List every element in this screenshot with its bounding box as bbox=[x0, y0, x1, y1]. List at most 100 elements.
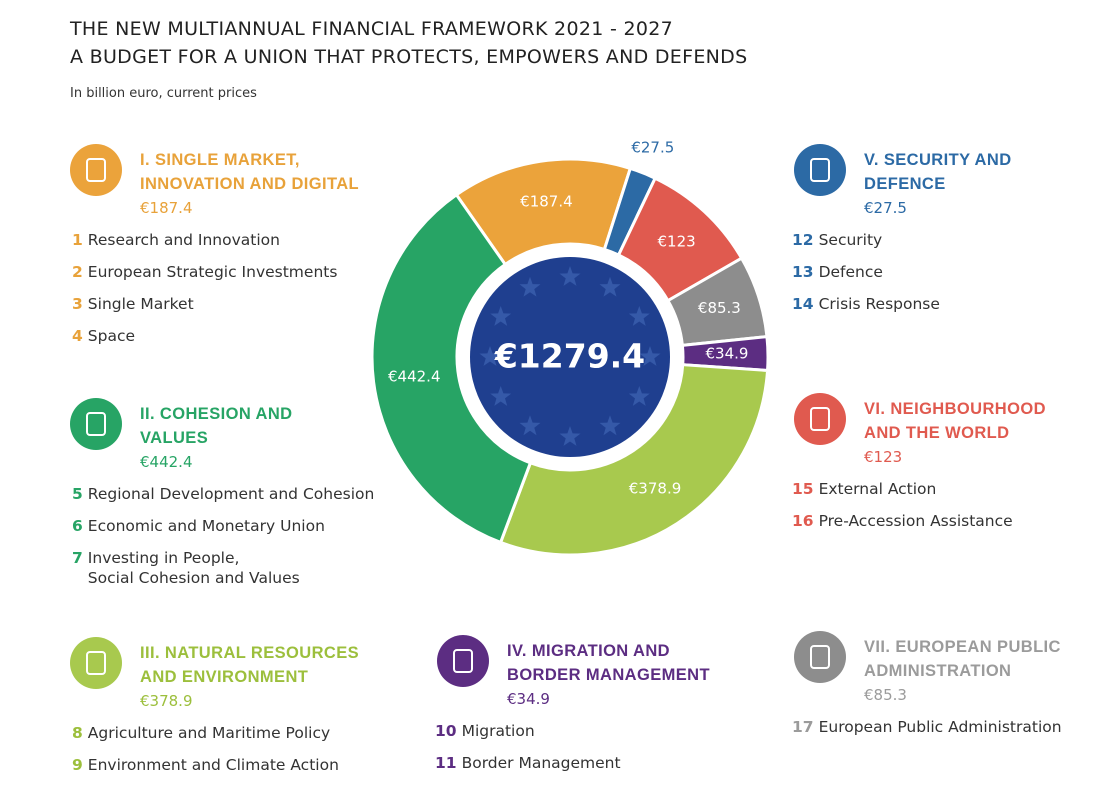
section-icon bbox=[70, 144, 122, 196]
section-heading: I. SINGLE MARKET, INNOVATION AND DIGITAL bbox=[140, 151, 360, 193]
item-label: Space bbox=[87, 327, 136, 345]
list-item: 8 Agriculture and Maritime Policy bbox=[72, 717, 380, 749]
star bbox=[639, 346, 661, 366]
star bbox=[519, 415, 541, 436]
segment-label: €27.5 bbox=[631, 138, 674, 156]
section-heading: VI. NEIGHBOURHOOD AND THE WORLD bbox=[864, 400, 1046, 442]
section-heading: II. COHESION AND VALUES bbox=[140, 405, 293, 447]
item-label: External Action bbox=[818, 480, 937, 498]
item-number: 8 bbox=[72, 724, 83, 742]
list-item: 1 Research and Innovation bbox=[72, 224, 390, 256]
list-item: 2 European Strategic Investments bbox=[72, 256, 390, 288]
segment-label: €34.9 bbox=[705, 345, 748, 363]
item-label: Defence bbox=[818, 263, 883, 281]
section-amount: €123 bbox=[864, 448, 903, 466]
star bbox=[559, 266, 581, 286]
item-label: Research and Innovation bbox=[87, 231, 280, 249]
section-amount: €187.4 bbox=[140, 199, 193, 217]
segment-label: €85.3 bbox=[698, 299, 741, 317]
item-number: 7 bbox=[72, 549, 83, 567]
section-heading: III. NATURAL RESOURCES AND ENVIRONMENT bbox=[140, 644, 360, 686]
section: V. SECURITY AND DEFENCE €27.5 12 Security 13… bbox=[792, 144, 1014, 320]
section-icon bbox=[70, 398, 122, 450]
list-item: 11 Border Management bbox=[435, 747, 732, 779]
segment-label: €187.4 bbox=[520, 192, 573, 210]
item-label: Environment and Climate Action bbox=[87, 756, 339, 774]
section-heading: V. SECURITY AND DEFENCE bbox=[864, 151, 1012, 193]
section-icon bbox=[794, 393, 846, 445]
total-label: €1279.4 bbox=[494, 337, 645, 376]
section-amount: €442.4 bbox=[140, 453, 193, 471]
star bbox=[599, 276, 621, 297]
section: VI. NEIGHBOURHOOD AND THE WORLD €123 15 Ext… bbox=[792, 393, 1064, 537]
star bbox=[628, 306, 650, 326]
item-number: 16 bbox=[792, 512, 814, 530]
item-label: Investing in People, Social Cohesion and … bbox=[88, 542, 300, 588]
title: THE NEW MULTIANNUAL FINANCIAL FRAMEWORK … bbox=[70, 18, 674, 40]
list-item: 9 Environment and Climate Action bbox=[72, 749, 380, 781]
segment-label: €123 bbox=[658, 232, 696, 250]
segment-label: €378.9 bbox=[629, 479, 682, 497]
item-number: 14 bbox=[792, 295, 814, 313]
section: IV. MIGRATION AND BORDER MANAGEMENT €34.9… bbox=[435, 635, 732, 779]
section: III. NATURAL RESOURCES AND ENVIRONMENT €3… bbox=[70, 637, 380, 781]
section-amount: €27.5 bbox=[864, 199, 907, 217]
item-label-line: Investing in People, bbox=[87, 549, 240, 567]
item-number: 6 bbox=[72, 517, 83, 535]
item-label: European Strategic Investments bbox=[87, 263, 338, 281]
subtitle: A BUDGET FOR A UNION THAT PROTECTS, EMPO… bbox=[70, 46, 748, 68]
list-item: 17 European Public Administration bbox=[792, 711, 1079, 743]
item-number: 3 bbox=[72, 295, 83, 313]
section-icon bbox=[794, 631, 846, 683]
list-item: 6 Economic and Monetary Union bbox=[72, 510, 374, 542]
donut-segment bbox=[498, 363, 770, 557]
list-item: 5 Regional Development and Cohesion bbox=[72, 478, 374, 510]
item-label: Agriculture and Maritime Policy bbox=[87, 724, 331, 742]
item-list: 15 External Action 16 Pre-Accession Assista… bbox=[792, 473, 1064, 537]
star bbox=[519, 276, 541, 297]
center-disc bbox=[470, 257, 670, 457]
list-item: 7 Investing in People, Social Cohesion and… bbox=[72, 542, 374, 588]
star bbox=[599, 415, 621, 436]
list-item: 10 Migration bbox=[435, 715, 732, 747]
item-list: 5 Regional Development and Cohesion 6 Econo… bbox=[72, 478, 374, 588]
item-label: Security bbox=[818, 231, 883, 249]
star bbox=[479, 346, 501, 366]
item-number: 9 bbox=[72, 756, 83, 774]
list-item: 4 Space bbox=[72, 320, 390, 352]
section-amount: €34.9 bbox=[507, 690, 550, 708]
star bbox=[559, 426, 581, 446]
item-number: 5 bbox=[72, 485, 83, 503]
item-label: Regional Development and Cohesion bbox=[87, 485, 375, 503]
section-icon bbox=[70, 637, 122, 689]
item-number: 12 bbox=[792, 231, 814, 249]
item-number: 17 bbox=[792, 718, 814, 736]
list-item: 13 Defence bbox=[792, 256, 1014, 288]
segment-label: €442.4 bbox=[388, 367, 441, 385]
section-icon bbox=[794, 144, 846, 196]
section-icon bbox=[437, 635, 489, 687]
item-number: 13 bbox=[792, 263, 814, 281]
section: II. COHESION AND VALUES €442.4 5 Regional D… bbox=[70, 398, 374, 588]
item-label: Migration bbox=[461, 722, 535, 740]
item-number: 4 bbox=[72, 327, 83, 345]
star bbox=[490, 306, 512, 326]
item-number: 11 bbox=[435, 754, 457, 772]
item-number: 15 bbox=[792, 480, 814, 498]
section-heading: IV. MIGRATION AND BORDER MANAGEMENT bbox=[507, 642, 710, 684]
unit-note: In billion euro, current prices bbox=[70, 86, 257, 101]
section-amount: €378.9 bbox=[140, 692, 193, 710]
item-list: 10 Migration 11 Border Management bbox=[435, 715, 732, 779]
list-item: 15 External Action bbox=[792, 473, 1064, 505]
item-list: 1 Research and Innovation 2 European Strate… bbox=[72, 224, 390, 352]
item-number: 10 bbox=[435, 722, 457, 740]
list-item: 14 Crisis Response bbox=[792, 288, 1014, 320]
item-list: 12 Security 13 Defence 14 Crisis Response bbox=[792, 224, 1014, 320]
section-heading: VII. EUROPEAN PUBLIC ADMINISTRATION bbox=[864, 638, 1061, 680]
item-list: 17 European Public Administration bbox=[792, 711, 1079, 743]
item-label: European Public Administration bbox=[818, 718, 1062, 736]
item-label: Border Management bbox=[461, 754, 621, 772]
donut-segment bbox=[370, 192, 533, 545]
section: VII. EUROPEAN PUBLIC ADMINISTRATION €85.3… bbox=[792, 631, 1079, 743]
